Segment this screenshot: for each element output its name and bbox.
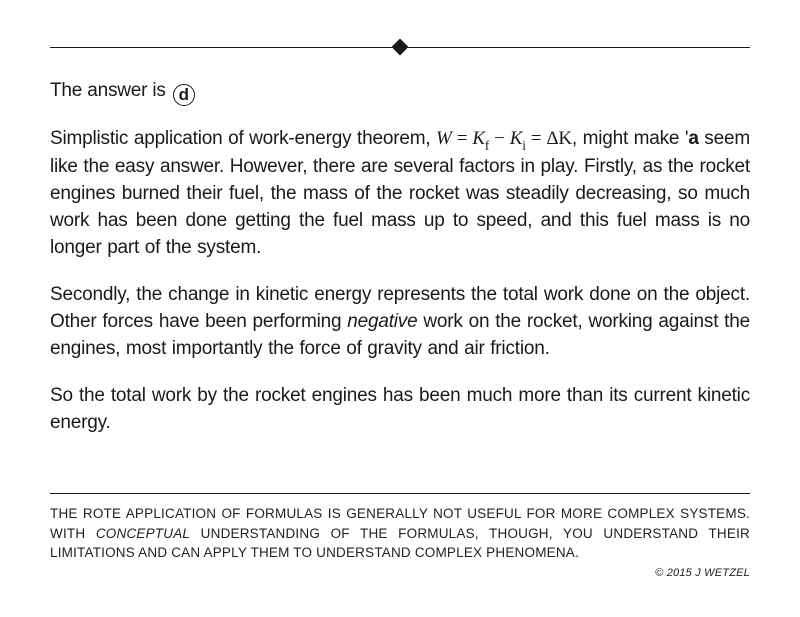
answer-line: The answer is d <box>50 78 750 106</box>
p1-text-a: Simplistic application of work-energy th… <box>50 128 436 149</box>
formula-eq2: = <box>526 128 547 149</box>
p3-text: So the total work by the rocket engines … <box>50 385 750 433</box>
formula-eq1: = <box>452 128 473 149</box>
footer-block: THE ROTE APPLICATION OF FORMULAS IS GENE… <box>50 493 750 579</box>
footer-text: THE ROTE APPLICATION OF FORMULAS IS GENE… <box>50 504 750 563</box>
p2-negative: negative <box>347 311 417 332</box>
answer-letter-circle: d <box>173 84 195 106</box>
formula-Ki: K <box>510 128 522 149</box>
paragraph-3: So the total work by the rocket engines … <box>50 383 750 437</box>
paragraph-1: Simplistic application of work-energy th… <box>50 126 750 263</box>
formula-Kf-sub: f <box>485 138 489 153</box>
diamond-ornament-icon <box>392 39 409 56</box>
p1-bold-a: a <box>688 128 698 149</box>
formula-deltaK: ΔK <box>546 128 572 149</box>
footer-conceptual: CONCEPTUAL <box>96 526 190 541</box>
p1-text-b: , might make <box>572 128 685 149</box>
page: The answer is d Simplistic application o… <box>0 0 800 617</box>
paragraph-2: Secondly, the change in kinetic energy r… <box>50 282 750 363</box>
answer-prefix: The answer is <box>50 80 166 101</box>
copyright-line: © 2015 J WETZEL <box>50 567 750 579</box>
formula-W: W <box>436 128 452 149</box>
formula-Kf: K <box>472 128 484 149</box>
bottom-divider <box>50 493 750 494</box>
formula-Ki-sub: i <box>522 138 526 153</box>
work-energy-formula: W = Kf − Ki = ΔK <box>436 128 572 149</box>
top-divider <box>50 40 750 54</box>
copyright-text: © 2015 J WETZEL <box>655 567 750 579</box>
answer-letter: d <box>179 86 189 103</box>
formula-minus: − <box>489 128 510 149</box>
